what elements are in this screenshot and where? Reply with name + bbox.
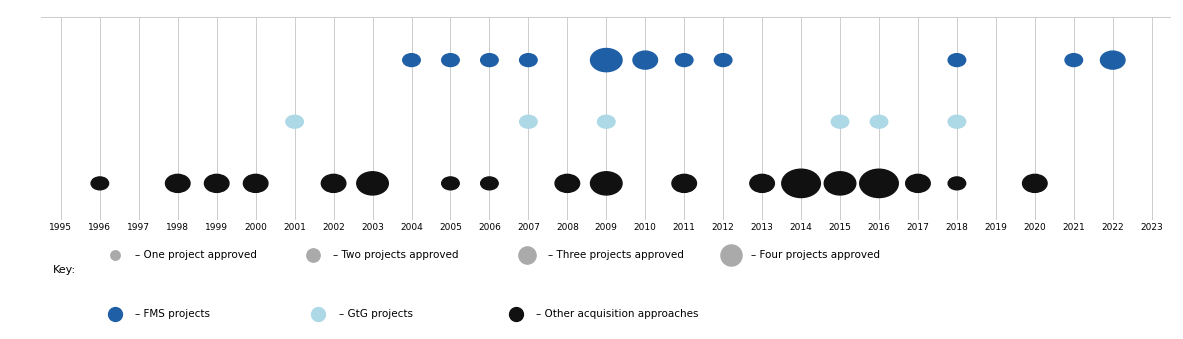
Ellipse shape: [91, 177, 109, 190]
Ellipse shape: [782, 169, 820, 198]
Ellipse shape: [480, 177, 498, 190]
Ellipse shape: [244, 174, 267, 193]
Ellipse shape: [441, 54, 459, 66]
Ellipse shape: [322, 174, 345, 193]
Ellipse shape: [357, 172, 388, 195]
Ellipse shape: [441, 177, 459, 190]
Ellipse shape: [675, 54, 693, 66]
Ellipse shape: [1065, 54, 1082, 66]
Text: – FMS projects: – FMS projects: [135, 310, 211, 319]
Ellipse shape: [597, 115, 615, 128]
Ellipse shape: [825, 172, 855, 195]
Ellipse shape: [555, 174, 580, 193]
Ellipse shape: [402, 54, 420, 66]
Text: – Two projects approved: – Two projects approved: [332, 250, 458, 260]
Ellipse shape: [590, 48, 622, 72]
Text: – Three projects approved: – Three projects approved: [548, 250, 684, 260]
Ellipse shape: [906, 174, 930, 193]
Text: Key:: Key:: [53, 265, 76, 275]
Text: – Other acquisition approaches: – Other acquisition approaches: [536, 310, 699, 319]
Ellipse shape: [519, 54, 537, 66]
Ellipse shape: [286, 115, 303, 128]
Ellipse shape: [871, 115, 887, 128]
Ellipse shape: [480, 54, 498, 66]
Ellipse shape: [948, 54, 965, 66]
Ellipse shape: [1022, 174, 1047, 193]
Ellipse shape: [948, 115, 965, 128]
Ellipse shape: [1100, 51, 1125, 69]
Ellipse shape: [750, 174, 775, 193]
Ellipse shape: [166, 174, 190, 193]
Text: – Four projects approved: – Four projects approved: [751, 250, 880, 260]
Ellipse shape: [948, 177, 965, 190]
Ellipse shape: [633, 51, 658, 69]
Ellipse shape: [205, 174, 230, 193]
Ellipse shape: [832, 115, 848, 128]
Text: – One project approved: – One project approved: [135, 250, 257, 260]
Ellipse shape: [590, 172, 622, 195]
Ellipse shape: [860, 169, 898, 198]
Ellipse shape: [519, 115, 537, 128]
Text: – GtG projects: – GtG projects: [338, 310, 413, 319]
Ellipse shape: [715, 54, 732, 66]
Ellipse shape: [672, 174, 697, 193]
